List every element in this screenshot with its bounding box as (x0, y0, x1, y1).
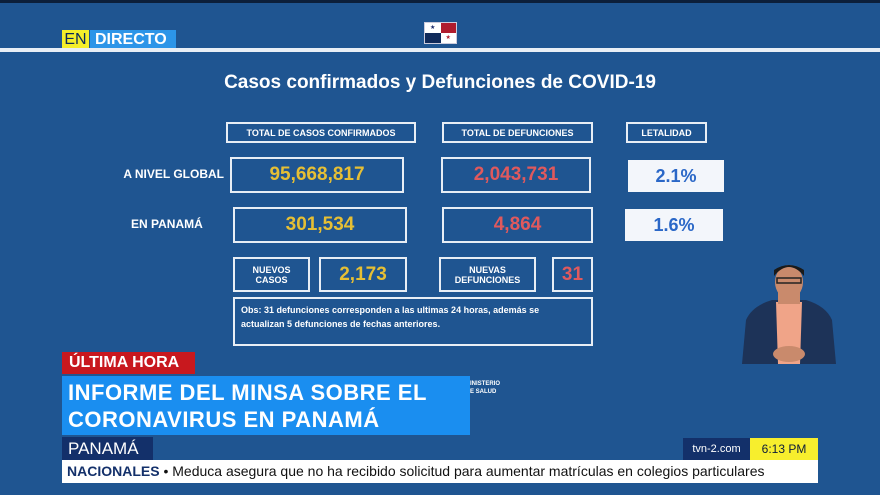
row-label-global: A NIVEL GLOBAL (123, 167, 224, 181)
new-deaths-label-1: NUEVAS (469, 264, 506, 275)
ticker-bullet: • (163, 463, 169, 479)
ticker-text: Meduca asegura que no ha recibido solici… (172, 463, 765, 479)
obs-line-1: Obs: 31 defunciones corresponden a las u… (241, 305, 540, 315)
new-deaths-label-2: DEFUNCIONES (454, 274, 521, 285)
live-badge-directo: DIRECTO (90, 30, 176, 49)
new-cases-value: 2,173 (319, 257, 407, 292)
global-lethality: 2.1% (628, 160, 724, 192)
obs-line-2: actualizan 5 defunciones de fechas anter… (241, 319, 441, 329)
headline: INFORME DEL MINSA SOBRE EL CORONAVIRUS EN… (62, 376, 470, 435)
headline-line-1: INFORME DEL MINSA SOBRE EL (68, 380, 427, 405)
header-deaths: TOTAL DE DEFUNCIONES (442, 122, 593, 143)
global-confirmed: 95,668,817 (230, 157, 404, 193)
global-deaths: 2,043,731 (441, 157, 591, 193)
header-confirmed: TOTAL DE CASOS CONFIRMADOS (226, 122, 416, 143)
website-label: tvn-2.com (683, 438, 750, 460)
top-border (0, 0, 880, 3)
clock: 6:13 PM (750, 438, 818, 460)
panama-deaths: 4,864 (442, 207, 593, 243)
panama-lethality: 1.6% (625, 209, 723, 241)
ticker-section: NACIONALES (67, 463, 160, 479)
new-deaths-label: NUEVAS DEFUNCIONES (439, 257, 536, 292)
divider (0, 48, 880, 52)
panama-confirmed: 301,534 (233, 207, 407, 243)
ministry-logo-text: INISTERIO E SALUD (470, 380, 500, 396)
live-badge-en: EN (62, 30, 89, 49)
new-cases-label: NUEVOS CASOS (233, 257, 310, 292)
headline-line-2: CORONAVIRUS EN PANAMÁ (68, 407, 380, 432)
header-lethality: LETALIDAD (626, 122, 707, 143)
breaking-news-badge: ÚLTIMA HORA (62, 352, 195, 374)
ministry-line-1: INISTERIO (470, 381, 501, 387)
observation-note: Obs: 31 defunciones corresponden a las u… (233, 297, 593, 346)
location-label: PANAMÁ (62, 437, 153, 460)
ministry-line-2: E SALUD (470, 389, 497, 395)
news-ticker: NACIONALES • Meduca asegura que no ha re… (62, 460, 818, 483)
new-cases-label-2: CASOS (255, 274, 288, 285)
row-label-panama: EN PANAMÁ (131, 217, 203, 231)
new-deaths-value: 31 (552, 257, 593, 292)
sign-language-interpreter (742, 265, 836, 364)
panama-flag-icon: ★ ★ (424, 22, 457, 44)
new-cases-label-1: NUEVOS (252, 264, 291, 275)
slide-title: Casos confirmados y Defunciones de COVID… (224, 72, 656, 93)
